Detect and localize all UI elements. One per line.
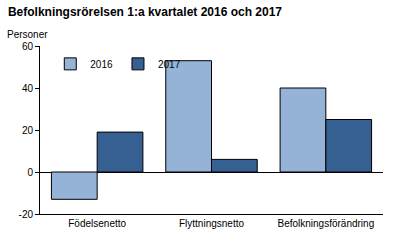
svg-text:2016: 2016: [90, 59, 113, 70]
svg-text:-20: -20: [19, 209, 34, 220]
svg-text:Befolkningsrörelsen 1:a kvarta: Befolkningsrörelsen 1:a kvartalet 2016 o…: [8, 5, 282, 19]
svg-text:Flyttningsnetto: Flyttningsnetto: [179, 218, 244, 229]
svg-text:Födelsenetto: Födelsenetto: [68, 218, 126, 229]
svg-text:20: 20: [22, 125, 34, 136]
svg-text:2017: 2017: [158, 59, 181, 70]
svg-text:0: 0: [27, 167, 33, 178]
svg-text:60: 60: [22, 41, 34, 52]
svg-text:Personer: Personer: [7, 29, 48, 40]
svg-text:40: 40: [22, 83, 34, 94]
svg-text:Befolkningsförändring: Befolkningsförändring: [277, 218, 374, 229]
